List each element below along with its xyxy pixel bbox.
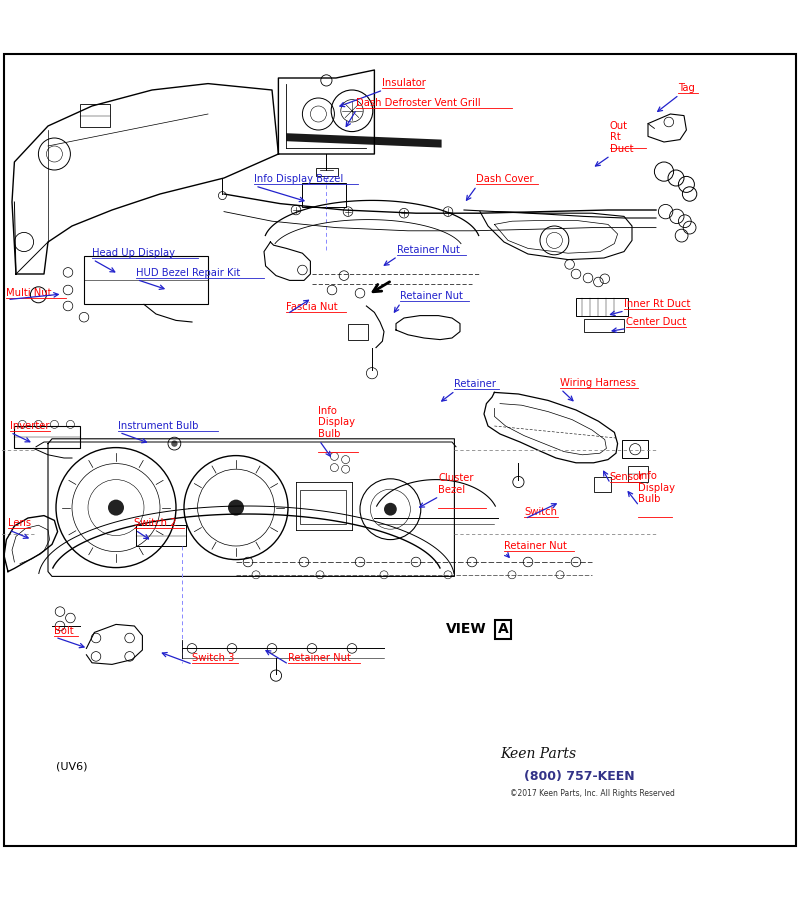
- Circle shape: [228, 500, 244, 516]
- Text: Sensor: Sensor: [610, 472, 644, 482]
- Bar: [14, 426, 80, 448]
- Text: Switch: Switch: [524, 508, 557, 518]
- Text: Fascia Nut: Fascia Nut: [286, 302, 338, 312]
- Polygon shape: [286, 133, 442, 148]
- Bar: [576, 298, 628, 316]
- Bar: [316, 168, 338, 176]
- Text: HUD Bezel Repair Kit: HUD Bezel Repair Kit: [136, 268, 240, 278]
- Text: A: A: [498, 622, 508, 636]
- Text: (800) 757-KEEN: (800) 757-KEEN: [524, 770, 634, 783]
- Text: Inner Rt Duct: Inner Rt Duct: [624, 299, 690, 310]
- Text: Multi Nut: Multi Nut: [6, 288, 52, 298]
- Bar: [584, 319, 624, 331]
- Text: Wiring Harness: Wiring Harness: [560, 378, 636, 388]
- Bar: [348, 324, 368, 339]
- Text: Retainer: Retainer: [454, 379, 496, 389]
- Text: Info
Display
Bulb: Info Display Bulb: [318, 406, 355, 439]
- Text: Cluster
Bezel: Cluster Bezel: [438, 473, 474, 495]
- Text: Head Up Display: Head Up Display: [92, 248, 175, 258]
- Text: ©2017 Keen Parts, Inc. All Rights Reserved: ©2017 Keen Parts, Inc. All Rights Reserv…: [510, 789, 675, 798]
- Text: Dash Defroster Vent Grill: Dash Defroster Vent Grill: [356, 97, 481, 108]
- Text: Bolt: Bolt: [54, 626, 74, 635]
- Bar: [300, 490, 346, 524]
- Text: Out
Rt
Duct: Out Rt Duct: [610, 121, 633, 154]
- Text: VIEW: VIEW: [446, 622, 487, 636]
- Text: Retainer Nut: Retainer Nut: [288, 652, 351, 662]
- Text: Switch 3: Switch 3: [192, 652, 234, 662]
- Text: Inverter: Inverter: [10, 421, 49, 431]
- Text: Info
Display
Bulb: Info Display Bulb: [638, 472, 675, 504]
- Circle shape: [171, 440, 178, 446]
- Bar: [628, 466, 648, 482]
- Text: Instrument Bulb: Instrument Bulb: [118, 421, 198, 431]
- Text: Info Display Bezel: Info Display Bezel: [254, 175, 344, 184]
- Text: (UV6): (UV6): [56, 761, 88, 772]
- Text: Keen Parts: Keen Parts: [500, 747, 576, 761]
- Text: Lens: Lens: [8, 518, 31, 528]
- Text: Retainer Nut: Retainer Nut: [397, 245, 460, 255]
- Bar: [136, 526, 186, 546]
- Text: Dash Cover: Dash Cover: [476, 175, 534, 184]
- Text: Switch 2: Switch 2: [134, 518, 177, 528]
- Text: Center Duct: Center Duct: [626, 317, 686, 327]
- Text: Tag: Tag: [678, 83, 695, 94]
- Bar: [302, 183, 346, 207]
- Bar: [594, 477, 611, 491]
- Bar: [80, 104, 110, 127]
- Circle shape: [108, 500, 124, 516]
- Bar: [84, 256, 208, 304]
- Bar: [622, 440, 648, 458]
- Text: Insulator: Insulator: [382, 78, 426, 88]
- Text: Retainer Nut: Retainer Nut: [400, 292, 463, 302]
- Circle shape: [384, 503, 397, 516]
- Text: Retainer Nut: Retainer Nut: [504, 541, 567, 551]
